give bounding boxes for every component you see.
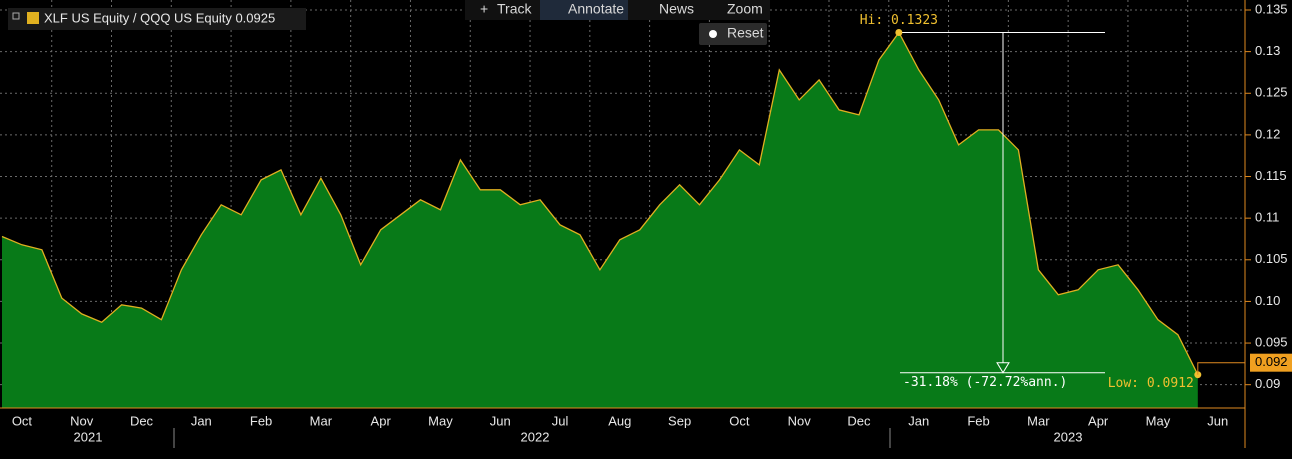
y-tick-label: 0.105 [1255, 251, 1288, 266]
low-label: Low: 0.0912 [1108, 376, 1194, 391]
legend-label: XLF US Equity / QQQ US Equity 0.0925 [44, 10, 275, 25]
last-tag-label: 0.092 [1255, 354, 1288, 369]
x-tick-label: Jun [1207, 413, 1228, 428]
last-connector [1197, 362, 1245, 375]
y-tick-label: 0.10 [1255, 293, 1280, 308]
x-tick-label: May [1146, 413, 1171, 428]
year-label: 2023 [1054, 429, 1083, 444]
x-tick-label: Jul [552, 413, 569, 428]
area [2, 32, 1198, 408]
year-label: 2022 [521, 429, 550, 444]
annotate-button[interactable]: Annotate [568, 1, 624, 17]
x-tick-label: Mar [310, 413, 333, 428]
x-tick-label: Aug [608, 413, 631, 428]
arrow-head [996, 362, 1010, 374]
reset-box[interactable] [699, 23, 767, 45]
track-button[interactable]: Track [497, 1, 532, 17]
x-tick-label: Oct [729, 413, 750, 428]
x-tick-label: Dec [847, 413, 871, 428]
change-label: -31.18% (-72.72%ann.) [903, 375, 1067, 390]
y-tick-label: 0.13 [1255, 43, 1280, 58]
x-tick-label: Jan [191, 413, 212, 428]
x-tick-label: Jun [490, 413, 511, 428]
hi-label: Hi: 0.1323 [860, 13, 938, 28]
last-tag [1250, 353, 1292, 372]
legend-swatch [27, 12, 39, 24]
x-tick-label: Dec [130, 413, 154, 428]
year-label: 2021 [74, 429, 103, 444]
zoom-button[interactable]: Zoom [727, 1, 763, 17]
y-tick-label: 0.115 [1255, 168, 1287, 183]
line [1, 31, 1199, 375]
y-tick-label: 0.12 [1255, 126, 1280, 141]
plot-area: 0.09 0.095 0.10 0.105 0.11 0.115 0.12 0.125 0.13… [0, 0, 1288, 448]
hi-marker [895, 28, 903, 36]
x-tick-label: Nov [70, 413, 94, 428]
track-icon: + [480, 1, 488, 17]
legend-toggle[interactable] [12, 12, 20, 20]
x-tick-label: Feb [250, 413, 272, 428]
x-tick-label: Nov [788, 413, 812, 428]
y-tick-label: 0.11 [1255, 210, 1279, 225]
x-tick-label: Mar [1027, 413, 1050, 428]
y-tick-label: 0.135 [1255, 1, 1288, 16]
news-button[interactable]: News [659, 1, 694, 17]
legend-box [8, 8, 306, 30]
y-tick-label: 0.09 [1255, 376, 1280, 391]
reset-icon [709, 30, 717, 38]
x-tick-label: Apr [371, 413, 392, 428]
x-tick-label: Jan [908, 413, 929, 428]
reset-button[interactable]: Reset [727, 25, 764, 41]
x-tick-label: Apr [1088, 413, 1109, 428]
toolbar-active [540, 0, 628, 20]
y-tick-label: 0.095 [1255, 334, 1288, 349]
y-tick-label: 0.125 [1255, 85, 1288, 100]
x-tick-label: May [428, 413, 453, 428]
x-tick-label: Oct [12, 413, 33, 428]
x-tick-label: Feb [967, 413, 989, 428]
x-tick-label: Sep [668, 413, 691, 428]
